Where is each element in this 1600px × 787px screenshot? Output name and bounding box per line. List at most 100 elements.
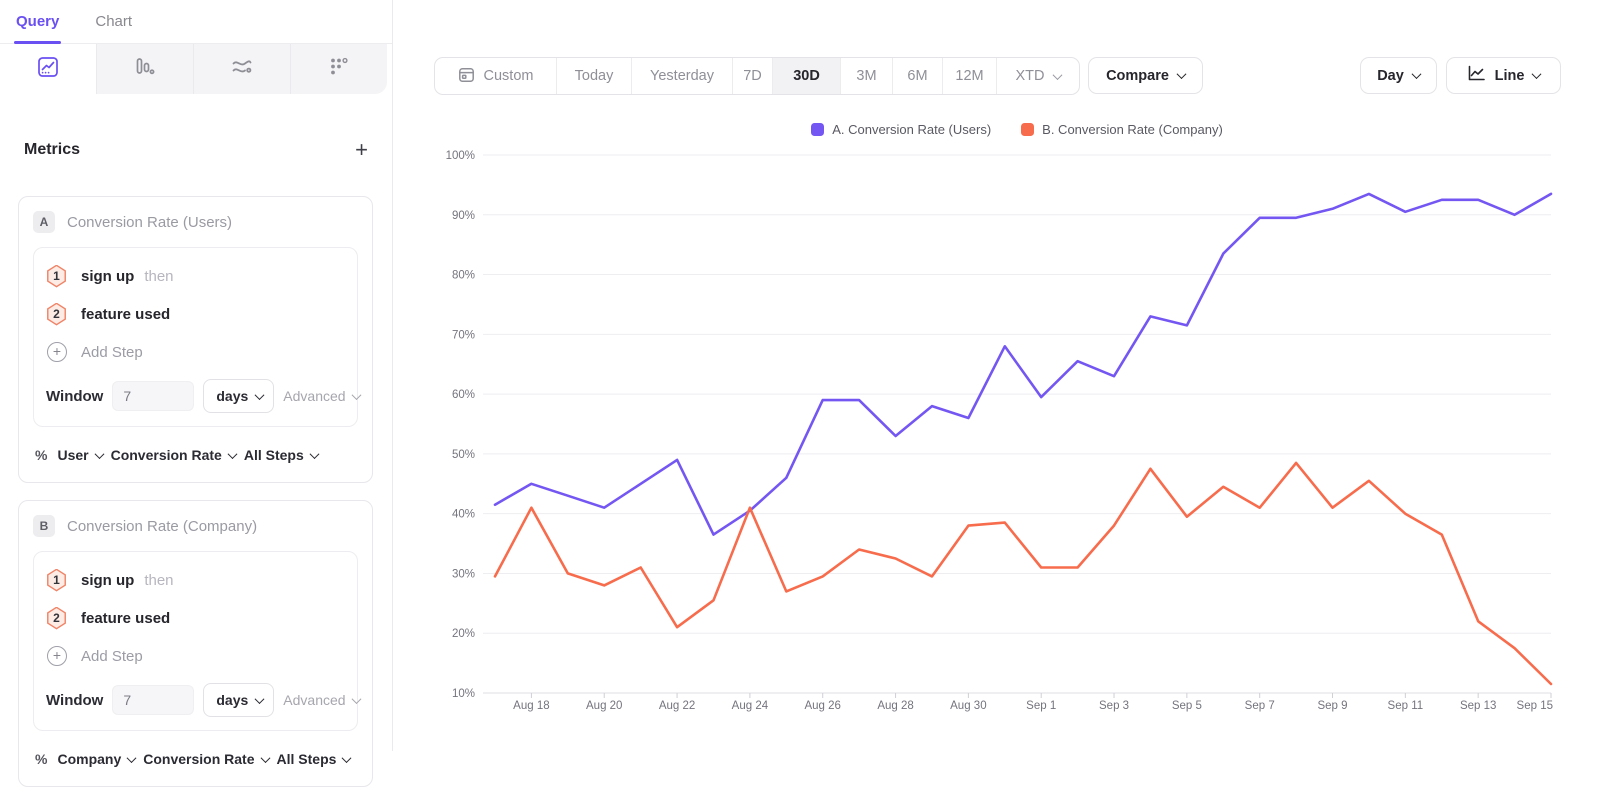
date-range-7d[interactable]: 7D	[733, 58, 773, 94]
advanced-dropdown[interactable]: Advanced	[283, 692, 362, 708]
date-range-6m[interactable]: 6M	[893, 58, 943, 94]
chevron-down-icon	[126, 752, 137, 763]
step-row-1[interactable]: 1 sign up then	[46, 568, 345, 592]
step-number-badge: 2	[47, 302, 66, 326]
steps-scope-dropdown[interactable]: All Steps	[244, 447, 320, 463]
date-range-xtd[interactable]: XTD	[997, 58, 1079, 94]
metric-card-b: B Conversion Rate (Company) 1 sign up th…	[18, 500, 373, 787]
svg-text:20%: 20%	[452, 628, 475, 640]
chevron-down-icon	[341, 752, 352, 763]
date-range-3m[interactable]: 3M	[841, 58, 893, 94]
series-b-swatch	[1021, 123, 1035, 136]
funnels-icon	[134, 56, 156, 83]
chart-legend: A. Conversion Rate (Users) B. Conversion…	[483, 122, 1551, 137]
date-range-yesterday[interactable]: Yesterday	[632, 58, 733, 94]
svg-text:30%: 30%	[452, 568, 475, 580]
svg-text:70%: 70%	[452, 329, 475, 341]
svg-text:40%: 40%	[452, 509, 475, 521]
step-number-badge: 2	[47, 606, 66, 630]
tab-flows[interactable]	[193, 44, 290, 94]
tab-chart-label: Chart	[95, 13, 133, 30]
tab-query-label: Query	[16, 13, 60, 30]
calendar-icon	[458, 66, 475, 87]
metric-name-input[interactable]: Conversion Rate (Users)	[67, 213, 233, 231]
entity-dropdown[interactable]: User	[57, 447, 105, 463]
date-range-12m[interactable]: 12M	[943, 58, 997, 94]
date-range-30d[interactable]: 30D	[773, 58, 841, 94]
svg-text:60%: 60%	[452, 389, 475, 401]
add-metric-button[interactable]: +	[355, 137, 368, 162]
svg-text:100%: 100%	[446, 150, 475, 162]
svg-text:Aug 20: Aug 20	[586, 700, 622, 712]
entity-dropdown[interactable]: Company	[57, 751, 137, 767]
series-line-b	[493, 461, 1553, 686]
analysis-type-tabs	[0, 44, 387, 94]
compare-button[interactable]: Compare	[1088, 57, 1203, 94]
chevron-down-icon	[254, 693, 265, 704]
conversion-window-row: Window days Advanced	[46, 379, 362, 413]
chevron-down-icon	[94, 448, 105, 459]
granularity-dropdown[interactable]: Day	[1360, 57, 1437, 94]
legend-item-a[interactable]: A. Conversion Rate (Users)	[811, 122, 991, 137]
legend-item-b[interactable]: B. Conversion Rate (Company)	[1021, 122, 1223, 137]
chevron-down-icon	[1531, 69, 1542, 80]
svg-text:Sep 11: Sep 11	[1388, 700, 1424, 712]
chevron-down-icon	[1411, 69, 1422, 80]
step-suffix-label: then	[144, 571, 174, 589]
insights-icon	[37, 56, 59, 83]
svg-text:50%: 50%	[452, 449, 475, 461]
svg-text:Aug 26: Aug 26	[804, 700, 840, 712]
sidebar-tab-bar: Query Chart	[0, 0, 392, 44]
step-row-2[interactable]: 2 feature used	[46, 606, 345, 630]
percent-icon: %	[35, 447, 48, 463]
advanced-dropdown[interactable]: Advanced	[283, 388, 362, 404]
window-value-input[interactable]	[112, 381, 195, 411]
steps-panel: 1 sign up then 2 feature used + Add Step…	[33, 247, 362, 427]
svg-text:Sep 9: Sep 9	[1317, 700, 1347, 712]
metric-type-dropdown[interactable]: Conversion Rate	[143, 751, 270, 767]
step-row-1[interactable]: 1 sign up then	[46, 264, 345, 288]
step-row-2[interactable]: 2 feature used	[46, 302, 345, 326]
add-step-button[interactable]: + Add Step	[46, 644, 345, 668]
svg-text:Aug 28: Aug 28	[877, 700, 913, 712]
chevron-down-icon	[351, 693, 362, 704]
chevron-down-icon	[351, 389, 362, 400]
window-value-input[interactable]	[112, 685, 195, 715]
tab-chart[interactable]: Chart	[95, 0, 132, 44]
plus-circle-icon: +	[47, 342, 67, 362]
add-step-button[interactable]: + Add Step	[46, 340, 345, 364]
chevron-down-icon	[309, 448, 320, 459]
series-a-swatch	[811, 123, 825, 136]
metric-card-a: A Conversion Rate (Users) 1 sign up then…	[18, 196, 373, 483]
chart-type-dropdown[interactable]: Line	[1446, 57, 1561, 94]
tab-retention[interactable]	[290, 44, 387, 94]
svg-text:Aug 22: Aug 22	[659, 700, 695, 712]
window-unit-dropdown[interactable]: days	[203, 683, 275, 717]
percent-icon: %	[35, 751, 48, 767]
svg-text:Aug 24: Aug 24	[732, 700, 769, 712]
plus-circle-icon: +	[47, 646, 67, 666]
date-range-today[interactable]: Today	[557, 58, 632, 94]
date-range-custom[interactable]: Custom	[435, 58, 557, 94]
metric-letter-badge: A	[33, 211, 55, 233]
svg-text:Aug 18: Aug 18	[513, 700, 549, 712]
window-unit-dropdown[interactable]: days	[203, 379, 275, 413]
metric-name-input[interactable]: Conversion Rate (Company)	[67, 517, 258, 535]
chevron-down-icon	[227, 448, 238, 459]
retention-icon	[328, 56, 350, 83]
steps-panel: 1 sign up then 2 feature used + Add Step…	[33, 551, 362, 731]
metrics-title: Metrics	[24, 141, 81, 158]
tab-query[interactable]: Query	[13, 0, 62, 44]
line-chart-icon	[1467, 65, 1486, 86]
svg-text:Sep 7: Sep 7	[1245, 700, 1275, 712]
chevron-down-icon	[1176, 69, 1187, 80]
measure-row: % Company Conversion Rate All Steps	[33, 746, 358, 772]
tab-insights[interactable]	[0, 44, 96, 94]
conversion-window-row: Window days Advanced	[46, 683, 362, 717]
svg-text:Sep 3: Sep 3	[1099, 700, 1129, 712]
metric-type-dropdown[interactable]: Conversion Rate	[111, 447, 238, 463]
steps-scope-dropdown[interactable]: All Steps	[277, 751, 352, 767]
series-line-a	[493, 192, 1553, 536]
svg-text:80%: 80%	[452, 270, 475, 282]
tab-funnels[interactable]	[96, 44, 193, 94]
